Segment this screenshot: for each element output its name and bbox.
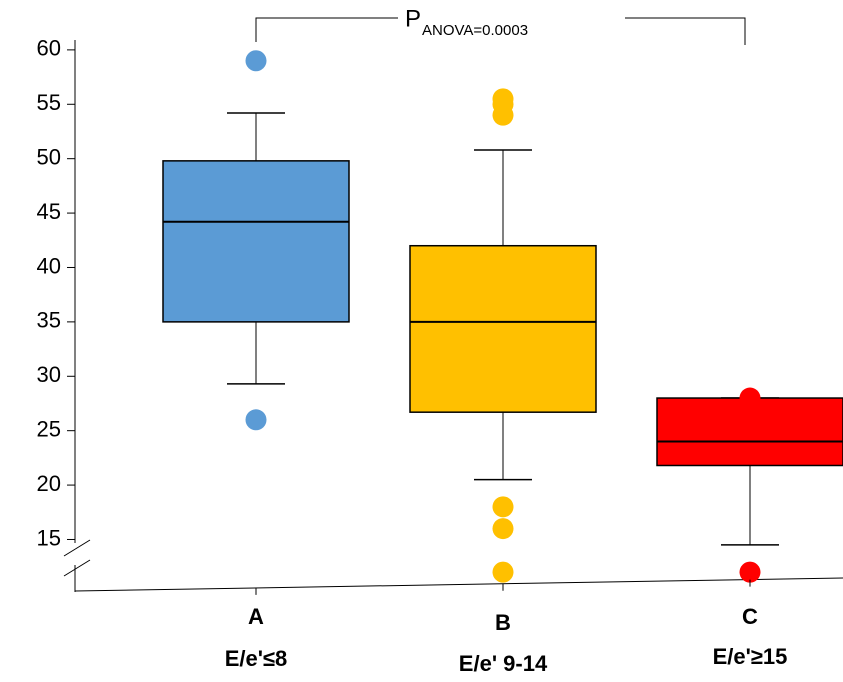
y-tick-label: 30 <box>37 362 61 387</box>
outlier <box>492 496 514 518</box>
y-tick-label: 25 <box>37 416 61 441</box>
y-tick-label: 55 <box>37 90 61 115</box>
outlier <box>739 561 761 583</box>
outlier <box>245 50 267 72</box>
x-axis <box>74 577 843 592</box>
x-tick-label: C <box>742 604 758 629</box>
category-description: E/e'≥15 <box>713 644 788 669</box>
outlier <box>492 561 514 583</box>
bracket-right <box>625 17 746 45</box>
y-tick-label: 40 <box>37 253 61 278</box>
axis-break <box>63 539 91 557</box>
y-tick-label: 45 <box>37 199 61 224</box>
box <box>409 244 597 413</box>
annotation-bracket <box>255 17 746 45</box>
y-tick-label: 50 <box>37 144 61 169</box>
outlier <box>492 104 514 126</box>
bracket-left <box>255 17 398 42</box>
x-tick-label: B <box>495 610 511 635</box>
annotation-sub: ANOVA=0.0003 <box>422 22 528 39</box>
outlier <box>492 518 514 540</box>
annotation-main: P <box>405 5 421 32</box>
y-tick-label: 20 <box>37 471 61 496</box>
y-tick-label: 15 <box>37 525 61 550</box>
x-tick-label: A <box>248 604 264 629</box>
y-tick-label: 60 <box>37 36 61 61</box>
category-description: E/e' 9-14 <box>459 651 548 676</box>
axes <box>63 40 843 592</box>
category-description: E/e'≤8 <box>225 646 288 671</box>
box <box>162 160 350 323</box>
outlier <box>739 387 761 409</box>
outlier <box>245 409 267 431</box>
y-tick-label: 35 <box>37 308 61 333</box>
axis-break <box>63 559 91 577</box>
